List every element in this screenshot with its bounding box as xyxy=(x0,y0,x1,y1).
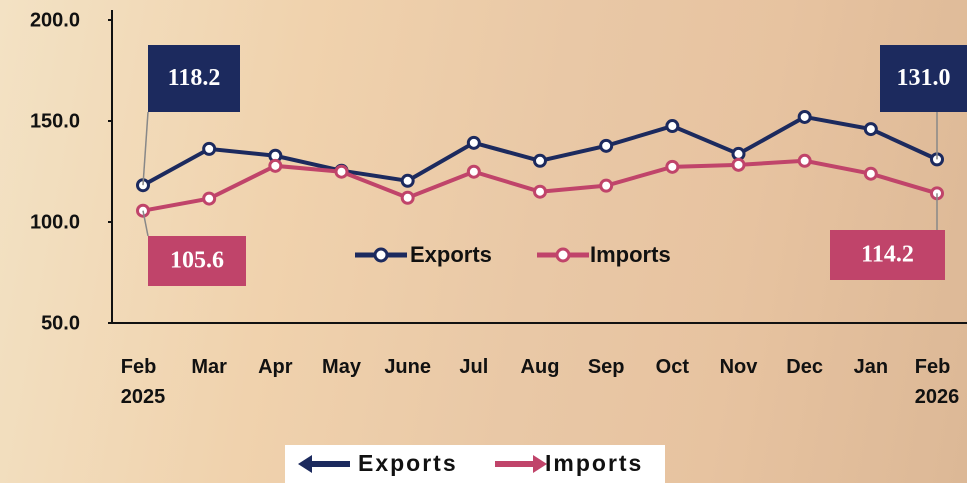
x-tick-label: Feb 2026 xyxy=(914,356,960,408)
point xyxy=(334,164,349,179)
value-label-box xyxy=(148,45,240,112)
value-label: 105.6 xyxy=(170,248,224,274)
point xyxy=(797,109,812,124)
legend-marker xyxy=(373,247,389,263)
y-tick-label: 100.0 xyxy=(30,211,80,233)
point xyxy=(863,166,878,181)
legend-label: Exports xyxy=(410,242,492,267)
point xyxy=(202,141,217,156)
point xyxy=(466,164,481,179)
x-tick-label: Feb 2025 xyxy=(120,356,166,408)
value-label: 131.0 xyxy=(897,65,951,91)
point xyxy=(202,191,217,206)
x-tick-label: Jul xyxy=(459,356,489,378)
point xyxy=(665,119,680,134)
x-tick-label: Nov xyxy=(719,356,758,378)
point xyxy=(731,157,746,172)
x-tick-label: May xyxy=(322,356,361,378)
y-tick-label: 150.0 xyxy=(30,110,80,132)
x-tick-label: Apr xyxy=(258,356,293,378)
legend-label: Imports xyxy=(545,450,643,476)
legend-marker xyxy=(555,247,571,263)
value-label-box xyxy=(830,230,945,280)
point xyxy=(466,135,481,150)
value-label-box xyxy=(880,45,967,112)
x-tick-label: June xyxy=(384,356,431,378)
point xyxy=(400,173,415,188)
x-tick-label: Mar xyxy=(191,356,227,378)
point xyxy=(599,138,614,153)
legend-arrow xyxy=(495,455,547,473)
x-tick-label: Oct xyxy=(655,356,689,378)
point xyxy=(797,153,812,168)
point xyxy=(731,146,746,161)
point xyxy=(268,158,283,173)
value-label: 114.2 xyxy=(861,242,914,268)
legend-label: Imports xyxy=(590,242,671,267)
y-tick-label: 200.0 xyxy=(30,9,80,31)
point xyxy=(533,153,547,168)
x-tick-label: Sep xyxy=(587,356,625,378)
point xyxy=(400,190,415,205)
legend-arrow xyxy=(298,455,350,473)
leader-line xyxy=(142,210,149,237)
x-tick-label: Dec xyxy=(786,356,824,378)
legend-label: Exports xyxy=(358,450,458,476)
point xyxy=(533,184,547,199)
x-tick-label: Aug xyxy=(520,356,560,378)
value-label: 118.2 xyxy=(168,65,221,91)
leader-line xyxy=(142,111,149,186)
point xyxy=(599,178,614,193)
point xyxy=(863,122,878,137)
x-tick-label: Jan xyxy=(853,356,889,378)
value-label-box xyxy=(148,236,246,286)
y-tick-label: 50.0 xyxy=(41,312,80,334)
point xyxy=(665,159,680,174)
series-line xyxy=(142,114,938,187)
